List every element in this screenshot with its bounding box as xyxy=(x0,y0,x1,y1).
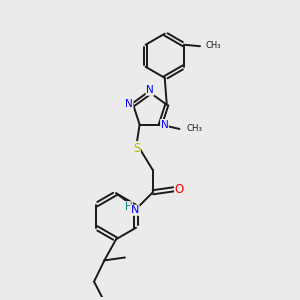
Text: O: O xyxy=(175,183,184,196)
Text: N: N xyxy=(131,205,139,215)
Text: CH₃: CH₃ xyxy=(205,41,221,50)
Text: CH₃: CH₃ xyxy=(186,124,202,133)
Text: S: S xyxy=(133,142,140,154)
Text: H: H xyxy=(125,202,133,212)
Text: N: N xyxy=(146,85,154,95)
Text: N: N xyxy=(160,119,168,130)
Text: N: N xyxy=(125,99,133,109)
